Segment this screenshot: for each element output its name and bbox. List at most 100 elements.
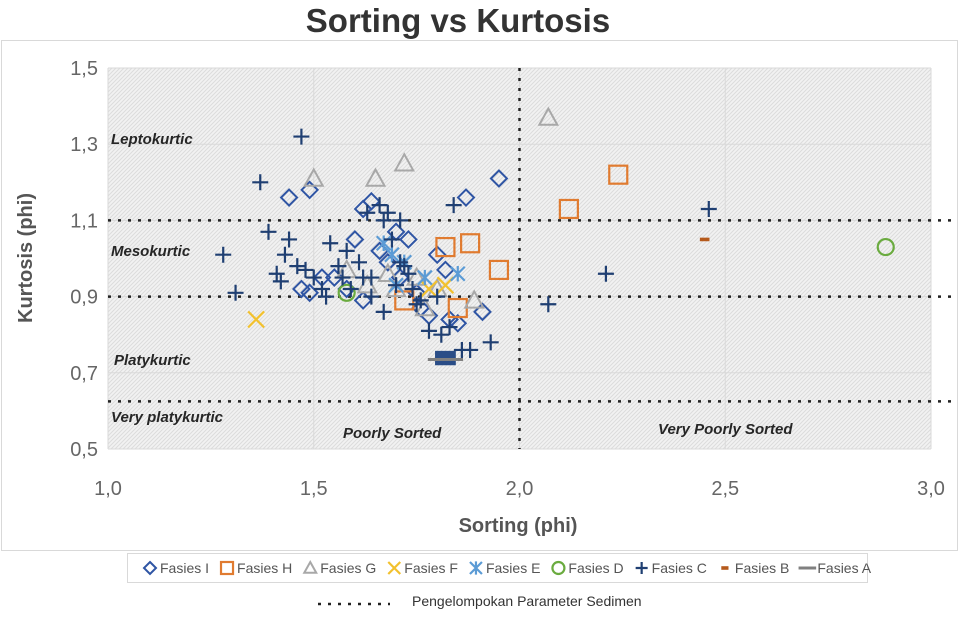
data-point-fasies-i: [473, 302, 492, 322]
data-point-fasies-g: [393, 152, 415, 172]
data-point-fasies-c: [363, 269, 380, 286]
legend-marker-fasies-b: [721, 566, 729, 570]
legend-marker-fasies-e: [469, 561, 483, 575]
data-point-fasies-c: [330, 258, 347, 275]
zone-label-very-poorly-sorted: Very Poorly Sorted: [658, 421, 793, 438]
zone-label-leptokurtic: Leptokurtic: [111, 131, 193, 148]
tick-labels: 0,5 0,7 0,9 1,1 1,3 1,5 1,0 1,5 2,0 2,5 3,0: [70, 58, 945, 500]
data-point-fasies-c: [420, 322, 437, 339]
data-point-fasies-i: [345, 230, 365, 249]
legend-label: Fasies D: [568, 560, 623, 576]
legend-label: Fasies F: [404, 560, 458, 576]
legend-marker-fasies-h: [219, 560, 235, 576]
legend-label: Fasies E: [486, 560, 540, 576]
data-point-fasies-g: [385, 277, 407, 298]
data-point-fasies-c: [392, 254, 409, 271]
data-point-fasies-h: [435, 236, 456, 258]
legend-marker-fasies-f: [387, 561, 402, 575]
data-point-fasies-c: [342, 280, 359, 297]
data-point-fasies-c: [276, 246, 293, 263]
data-point-fasies-c: [388, 277, 405, 294]
data-point-fasies-i: [300, 283, 320, 303]
data-point-fasies-i: [398, 230, 418, 249]
x-tick-label: 2,5: [711, 478, 739, 500]
data-point-fasies-c: [297, 261, 314, 278]
data-point-fasies-i: [427, 245, 447, 265]
data-point-fasies-i: [353, 290, 373, 310]
legend-label: Fasies A: [817, 560, 871, 576]
y-tick-label: 0,7: [70, 363, 98, 385]
data-point-fasies-h: [488, 259, 510, 281]
data-point-fasies-g: [537, 106, 560, 126]
y-axis-title: Kurtosis (phi): [15, 193, 37, 323]
data-point-fasies-c: [227, 284, 244, 301]
data-point-fasies-e: [384, 246, 400, 263]
data-point-fasies-c: [383, 231, 400, 248]
data-point-fasies-c: [379, 204, 396, 221]
data-points: [215, 106, 895, 366]
data-point-fasies-g: [463, 289, 485, 309]
data-point-fasies-c: [408, 296, 425, 313]
data-point-fasies-c: [305, 269, 322, 286]
data-point-fasies-c: [429, 288, 446, 305]
data-point-fasies-c: [260, 223, 277, 240]
data-point-fasies-g: [364, 167, 387, 187]
data-point-fasies-b: [699, 237, 710, 242]
legend-box: [127, 553, 868, 583]
data-point-fasies-c: [215, 246, 232, 263]
data-point-fasies-h: [608, 164, 629, 185]
data-point-fasies-d: [876, 237, 895, 257]
reference-line-legend-label: Pengelompokan Parameter Sedimen: [412, 593, 642, 609]
data-point-fasies-c: [400, 265, 417, 282]
x-axis-title: Sorting (phi): [459, 515, 578, 537]
y-tick-label: 1,5: [70, 58, 98, 80]
legend-marker-fasies-i: [142, 560, 158, 576]
legend-label: Fasies H: [237, 560, 292, 576]
data-point-fasies-i: [300, 180, 320, 200]
zone-label-poorly-sorted: Poorly Sorted: [343, 425, 442, 442]
zone-label-mesokurtic: Mesokurtic: [111, 243, 191, 260]
zone-label-platykurtic: Platykurtic: [114, 352, 191, 369]
x-tick-label: 3,0: [917, 478, 945, 500]
data-point-fasies-c: [371, 197, 388, 214]
data-point-fasies-c: [272, 273, 289, 290]
y-tick-label: 1,3: [70, 134, 98, 156]
x-tick-label: 2,0: [506, 478, 534, 500]
data-point-fasies-c: [334, 269, 351, 286]
data-point-fasies-c: [396, 258, 413, 275]
data-point-fasies-c: [338, 242, 355, 259]
data-point-fasies-f: [247, 310, 265, 329]
data-point-fasies-c: [363, 288, 380, 305]
legend: Fasies I Fasies H Fasies G Fasies F Fasies E…: [142, 559, 872, 576]
chart-title: Sorting vs Kurtosis: [306, 2, 610, 39]
data-point-fasies-d: [337, 283, 356, 302]
data-point-fasies-c: [482, 334, 499, 351]
data-point-fasies-c: [445, 197, 462, 214]
data-point-fasies-c: [289, 258, 306, 275]
x-tick-label: 1,5: [300, 478, 328, 500]
data-point-fasies-f: [420, 280, 438, 298]
legend-label: Fasies C: [652, 560, 707, 576]
legend-marker-fasies-c: [635, 562, 648, 574]
data-point-fasies-c: [359, 204, 376, 221]
data-point-fasies-g: [405, 266, 428, 286]
data-point-fasies-h: [460, 233, 481, 254]
data-point-fasies-c: [441, 319, 458, 336]
zone-label-very-platykurtic: Very platykurtic: [111, 409, 224, 426]
data-point-fasies-c: [281, 231, 298, 248]
data-point-fasies-e: [417, 269, 433, 286]
data-point-fasies-g: [303, 167, 325, 187]
data-point-fasies-c: [351, 254, 368, 271]
data-point-fasies-c: [293, 128, 310, 145]
data-point-fasies-i: [279, 188, 299, 207]
data-point-fasies-c: [392, 212, 409, 229]
data-point-fasies-c: [375, 212, 392, 229]
data-point-fasies-c: [433, 326, 450, 343]
legend-marker-fasies-g: [302, 559, 318, 574]
legend-label: Fasies I: [160, 560, 209, 576]
data-point-fasies-c: [700, 200, 717, 217]
data-point-fasies-i: [448, 313, 468, 333]
data-point-fasies-i: [456, 188, 476, 207]
legend-marker-fasies-d: [551, 560, 566, 576]
